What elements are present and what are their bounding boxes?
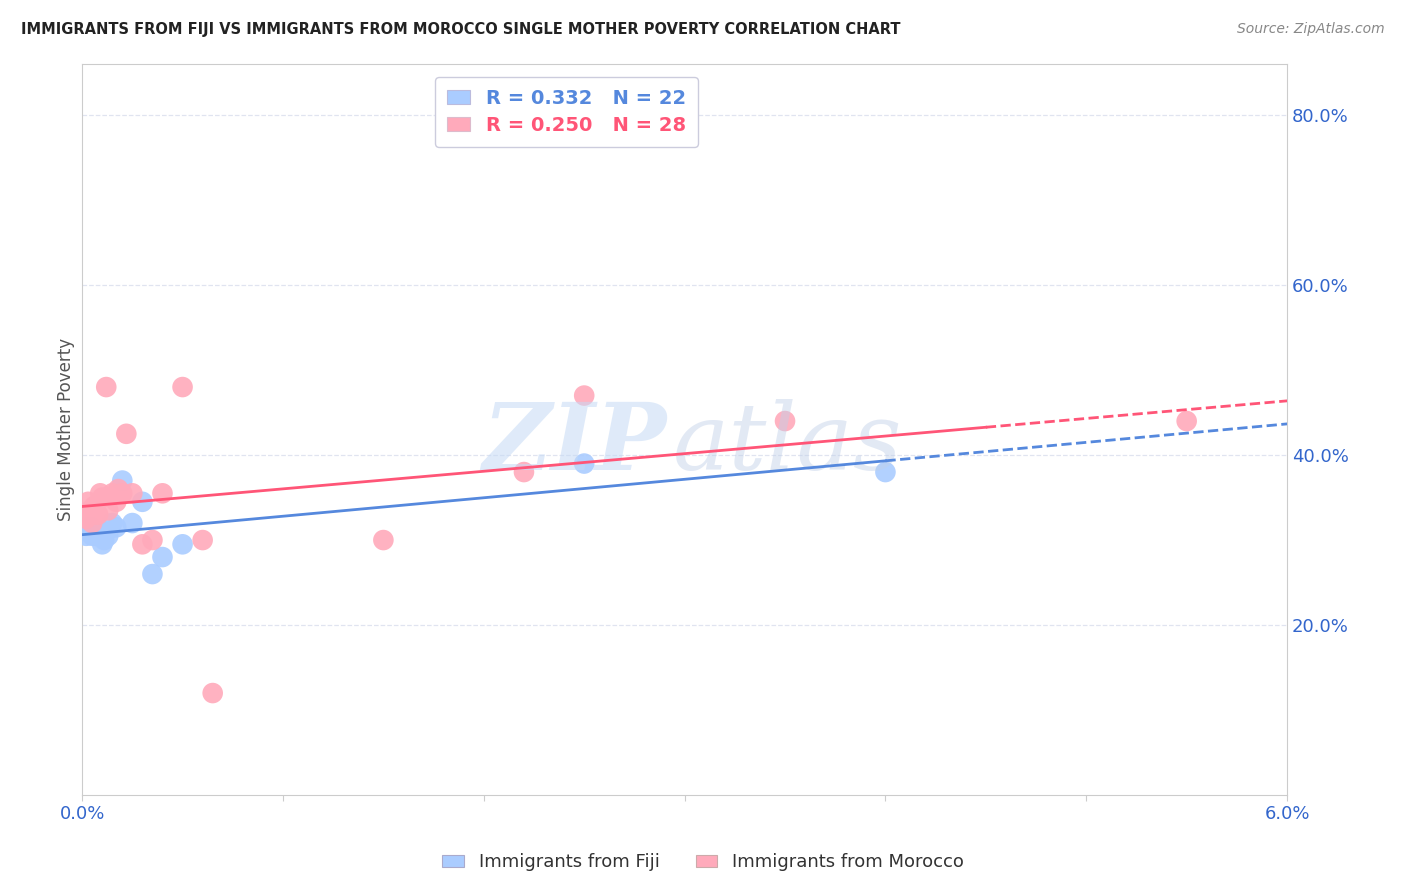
Point <box>97 529 120 543</box>
Point <box>875 465 897 479</box>
Point <box>89 524 111 539</box>
Point <box>107 482 129 496</box>
Point <box>83 499 105 513</box>
Point <box>131 537 153 551</box>
Point <box>83 524 105 539</box>
Text: atlas: atlas <box>672 400 903 489</box>
Point <box>75 512 97 526</box>
Point <box>111 486 134 500</box>
Point <box>91 491 114 505</box>
Point <box>96 524 118 539</box>
Point <box>574 457 596 471</box>
Text: Source: ZipAtlas.com: Source: ZipAtlas.com <box>1237 22 1385 37</box>
Point <box>82 529 104 543</box>
Point <box>101 516 124 530</box>
Point <box>93 533 115 547</box>
Point <box>84 529 107 543</box>
Point <box>75 529 97 543</box>
Point <box>77 524 100 539</box>
Point <box>101 486 124 500</box>
Point <box>79 520 101 534</box>
Point <box>97 503 120 517</box>
Point <box>121 516 143 530</box>
Point <box>87 508 110 522</box>
Point <box>172 380 194 394</box>
Point <box>131 495 153 509</box>
Text: ZIP: ZIP <box>482 400 666 489</box>
Point <box>152 486 174 500</box>
Point <box>141 567 163 582</box>
Point <box>91 537 114 551</box>
Text: IMMIGRANTS FROM FIJI VS IMMIGRANTS FROM MOROCCO SINGLE MOTHER POVERTY CORRELATIO: IMMIGRANTS FROM FIJI VS IMMIGRANTS FROM … <box>21 22 901 37</box>
Point <box>141 533 163 547</box>
Point <box>79 503 101 517</box>
Point <box>121 486 143 500</box>
Point <box>201 686 224 700</box>
Point <box>513 465 536 479</box>
Point <box>105 495 128 509</box>
Point <box>77 495 100 509</box>
Y-axis label: Single Mother Poverty: Single Mother Poverty <box>58 338 75 521</box>
Point <box>1175 414 1198 428</box>
Point <box>111 474 134 488</box>
Legend: Immigrants from Fiji, Immigrants from Morocco: Immigrants from Fiji, Immigrants from Mo… <box>436 847 970 879</box>
Point <box>84 508 107 522</box>
Legend: R = 0.332   N = 22, R = 0.250   N = 28: R = 0.332 N = 22, R = 0.250 N = 28 <box>436 78 697 146</box>
Point <box>87 529 110 543</box>
Point <box>152 550 174 565</box>
Point <box>96 380 118 394</box>
Point <box>82 516 104 530</box>
Point <box>191 533 214 547</box>
Point <box>105 520 128 534</box>
Point <box>89 486 111 500</box>
Point <box>172 537 194 551</box>
Point <box>574 388 596 402</box>
Point <box>373 533 395 547</box>
Point <box>115 426 138 441</box>
Point <box>773 414 796 428</box>
